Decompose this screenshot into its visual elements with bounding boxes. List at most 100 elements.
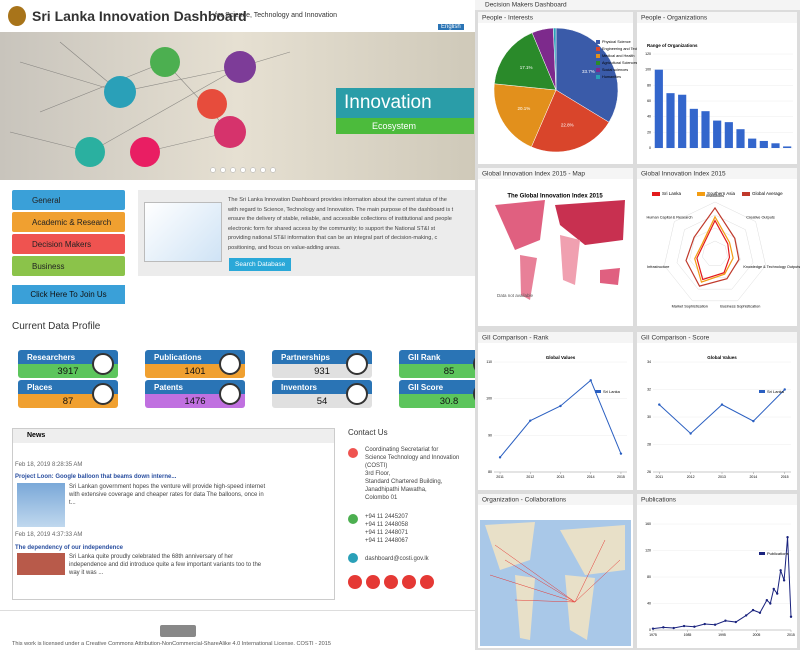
site-title: Sri Lanka Innovation Dashboard bbox=[32, 8, 247, 24]
map-region bbox=[565, 575, 595, 640]
profile-tile[interactable]: Places 87 bbox=[18, 380, 118, 408]
pie-slice bbox=[555, 27, 619, 123]
line-point bbox=[693, 625, 696, 628]
line-point bbox=[651, 627, 655, 630]
map-region bbox=[555, 200, 625, 245]
y-tick-label: 28 bbox=[647, 442, 651, 446]
panel-header bbox=[637, 12, 797, 23]
radar-axis-label: Institutions bbox=[706, 194, 724, 198]
map-region bbox=[485, 522, 535, 570]
x-tick-label: 1995 bbox=[718, 633, 726, 637]
map-region bbox=[495, 200, 545, 250]
join-button[interactable]: Click Here To Join Us bbox=[12, 285, 125, 304]
social-icon[interactable] bbox=[402, 575, 416, 589]
phone-icon bbox=[348, 514, 358, 524]
bar bbox=[724, 122, 733, 148]
bar bbox=[736, 129, 745, 148]
profile-tile[interactable]: Publications 1401 bbox=[145, 350, 245, 378]
radar-series bbox=[696, 219, 731, 281]
legend-swatch bbox=[697, 192, 705, 196]
radar-series bbox=[694, 215, 734, 283]
bar bbox=[678, 94, 687, 148]
line-point bbox=[734, 620, 737, 624]
map-title: The Global Innovation Index 2015 bbox=[507, 194, 603, 200]
panel-title: Global Innovation Index 2015 - Map bbox=[482, 171, 585, 178]
chart-subtitle: Range of Organizations bbox=[647, 43, 698, 48]
map-region bbox=[600, 268, 620, 285]
tile-icon bbox=[346, 353, 368, 375]
news-text: Sri Lanka quite proudly celebrated the 6… bbox=[69, 554, 262, 576]
menu-item[interactable]: Decision Makers bbox=[12, 234, 125, 254]
y-tick-label: 80 bbox=[488, 470, 492, 474]
radar-axis-label: Creative Outputs bbox=[746, 216, 775, 220]
address-icon bbox=[348, 448, 358, 458]
news-headline[interactable]: The dependency of our independence bbox=[15, 545, 124, 551]
legend-label: Global Average bbox=[752, 191, 783, 196]
tile-icon bbox=[219, 383, 241, 405]
pie-label: 33.7% bbox=[582, 69, 595, 74]
line-point bbox=[658, 403, 661, 406]
address-line: Janadhipathi Mawatha, bbox=[365, 487, 427, 493]
y-tick-label: 110 bbox=[486, 360, 492, 364]
address-line: Colombo 01 bbox=[365, 495, 398, 501]
line-point bbox=[752, 419, 755, 423]
phone: +94 11 2448058 bbox=[365, 522, 409, 528]
line-point bbox=[765, 598, 769, 602]
y-tick-label: 0 bbox=[649, 628, 651, 632]
language[interactable]: English bbox=[438, 24, 464, 30]
news-image bbox=[17, 483, 65, 527]
news-headline[interactable]: Project Loon: Google balloon that beams … bbox=[15, 474, 177, 480]
legend-swatch bbox=[759, 552, 765, 555]
panel-header bbox=[637, 494, 797, 505]
map-link bbox=[574, 559, 621, 603]
hero: Innovation Ecosystem bbox=[0, 32, 475, 180]
legend-label: Sri Lanka bbox=[603, 389, 621, 394]
y-tick-label: 120 bbox=[645, 52, 651, 56]
search-button[interactable]: Search Database bbox=[229, 258, 292, 271]
bar bbox=[783, 146, 792, 148]
social-icon[interactable] bbox=[348, 575, 362, 589]
line-point bbox=[559, 404, 562, 408]
bar bbox=[701, 111, 710, 148]
legend-swatch bbox=[596, 75, 600, 79]
panel-title: Organization - Collaborations bbox=[482, 497, 567, 504]
legend-swatch bbox=[652, 192, 660, 196]
radar-axis-label: Infrastructure bbox=[647, 265, 669, 269]
menu-item[interactable]: General bbox=[12, 190, 125, 210]
line-point bbox=[783, 388, 786, 391]
x-tick-label: 2014 bbox=[749, 475, 757, 479]
line-point bbox=[713, 623, 717, 626]
bar bbox=[713, 120, 722, 148]
line-point bbox=[786, 536, 789, 539]
profile-tile[interactable]: Inventors 54 bbox=[272, 380, 372, 408]
line-point bbox=[703, 622, 706, 626]
x-tick-label: 2013 bbox=[557, 475, 565, 479]
menu-item[interactable]: Academic & Research bbox=[12, 212, 125, 232]
line-point bbox=[782, 579, 786, 582]
profile-tile[interactable]: Researchers 3917 bbox=[18, 350, 118, 378]
line-series bbox=[652, 537, 792, 630]
contact-email[interactable]: dashboard@costi.gov.lk bbox=[365, 556, 429, 562]
legend-label: Physical Science bbox=[602, 40, 631, 44]
social-icon[interactable] bbox=[384, 575, 398, 589]
license-badge[interactable] bbox=[160, 625, 196, 637]
line-point bbox=[751, 608, 755, 612]
footer: This work is licensed under a Creative C… bbox=[12, 641, 331, 647]
site-subtitle: for Science, Technology and Innovation bbox=[215, 12, 338, 19]
social-icon[interactable] bbox=[420, 575, 434, 589]
legend-label: Humanities bbox=[602, 75, 621, 79]
social-icon[interactable] bbox=[366, 575, 380, 589]
legend-label: Sri Lanka bbox=[662, 191, 682, 196]
menu-item[interactable]: Business bbox=[12, 256, 125, 276]
y-tick-label: 30 bbox=[647, 415, 651, 419]
profile-tile[interactable]: Partnerships 931 bbox=[272, 350, 372, 378]
y-tick-label: 60 bbox=[647, 99, 651, 103]
phone: +94 11 2445207 bbox=[365, 514, 409, 520]
panel-header bbox=[637, 168, 797, 179]
bar bbox=[748, 138, 757, 148]
x-tick-label: 1975 bbox=[649, 633, 657, 637]
profile-tile[interactable]: Patents 1476 bbox=[145, 380, 245, 408]
news-title: News bbox=[13, 429, 334, 443]
x-tick-label: 2011 bbox=[656, 475, 664, 479]
line-point bbox=[662, 626, 665, 629]
